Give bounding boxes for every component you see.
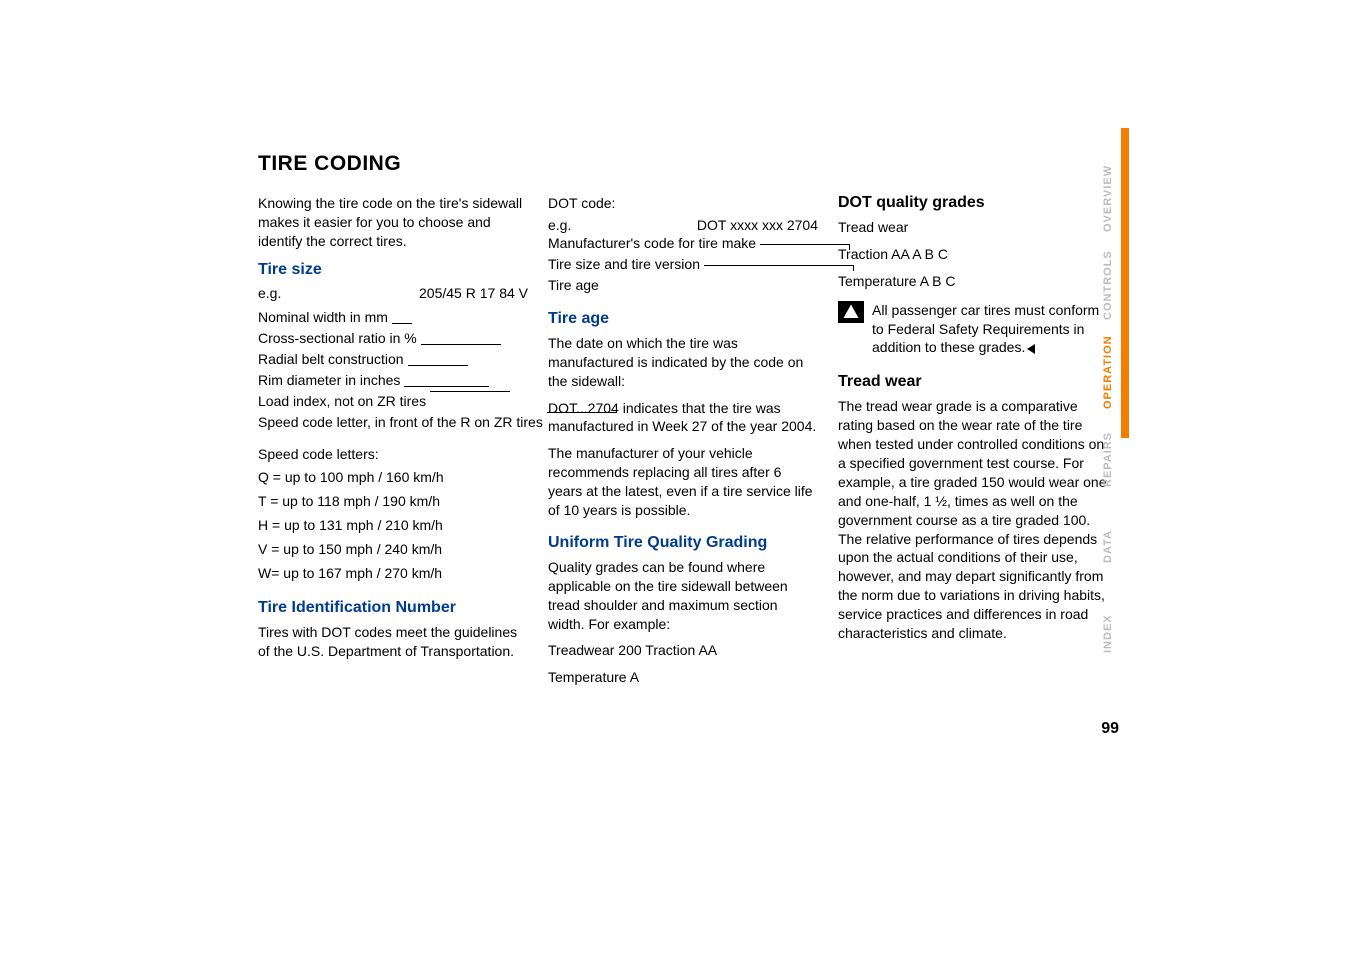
connector-line: [408, 365, 468, 366]
speed-item: W= up to 167 mph / 270 km/h: [258, 562, 528, 586]
diagram-line: Tire age: [548, 275, 818, 296]
diagram-line: Rim diameter in inches: [258, 370, 528, 391]
grade-line: Tread wear: [838, 218, 1108, 237]
connector-line: [547, 412, 617, 413]
connector-line: [421, 344, 501, 345]
tire-code: 205/45 R 17 84 V: [419, 285, 528, 301]
diagram-line: Tire size and tire version: [548, 254, 818, 275]
tin-text: Tires with DOT codes meet the guidelines…: [258, 623, 528, 661]
diagram-line: Cross-sectional ratio in %: [258, 328, 528, 349]
page-title: TIRE CODING: [258, 152, 1108, 176]
speed-head: Speed code letters:: [258, 443, 528, 467]
end-marker-icon: [1027, 344, 1035, 354]
speed-code-list: Speed code letters: Q = up to 100 mph / …: [258, 443, 528, 586]
dot-head: DOT code:: [548, 194, 818, 213]
page-number: 99: [1101, 720, 1119, 738]
heading-tire-age: Tire age: [548, 310, 818, 328]
diagram-label: Speed code letter, in front of the R on …: [258, 414, 543, 430]
side-tabs: OVERVIEW CONTROLS OPERATION REPAIRS DATA…: [1097, 155, 1119, 677]
grade-line: Traction AA A B C: [838, 245, 1108, 264]
tab-overview[interactable]: OVERVIEW: [1097, 155, 1119, 242]
heading-tin: Tire Identification Number: [258, 599, 528, 617]
tire-size-diagram: e.g. 205/45 R 17 84 V Nominal width in m…: [258, 285, 528, 433]
heading-utqg: Uniform Tire Quality Grading: [548, 534, 818, 552]
diagram-label: Load index, not on ZR tires: [258, 393, 426, 409]
tab-data[interactable]: DATA: [1097, 503, 1119, 590]
diagram-label: Radial belt construction: [258, 351, 404, 367]
age-text-3: The manufacturer of your vehicle recomme…: [548, 444, 818, 520]
diagram-line: Speed code letter, in front of the R on …: [258, 412, 528, 433]
diagram-line: Manufacturer's code for tire make: [548, 233, 818, 254]
connector-line: [392, 323, 412, 324]
diagram-line: Load index, not on ZR tires: [258, 391, 528, 412]
heading-tire-size: Tire size: [258, 261, 528, 279]
warning-text: All passenger car tires must conform to …: [872, 301, 1108, 358]
connector-line: [760, 244, 850, 250]
speed-item: H = up to 131 mph / 210 km/h: [258, 514, 528, 538]
dot-diagram: e.g. DOT xxxx xxx 2704 Manufacturer's co…: [548, 217, 818, 296]
page-content: TIRE CODING Knowing the tire code on the…: [258, 152, 1108, 695]
diagram-label: Tire size and tire version: [548, 256, 700, 272]
diagram-line: Nominal width in mm: [258, 307, 528, 328]
warning-text-content: All passenger car tires must conform to …: [872, 302, 1099, 356]
tab-index[interactable]: INDEX: [1097, 590, 1119, 677]
utqg-text-2: Treadwear 200 Traction AA: [548, 641, 818, 660]
column-2: DOT code: e.g. DOT xxxx xxx 2704 Manufac…: [548, 194, 818, 695]
heading-dot-grades: DOT quality grades: [838, 194, 1108, 212]
diagram-label: Tire age: [548, 277, 599, 293]
age-text-2: DOT...2704 indicates that the tire was m…: [548, 399, 818, 437]
tab-operation[interactable]: OPERATION: [1097, 329, 1119, 416]
diagram-label: Rim diameter in inches: [258, 372, 400, 388]
grade-line: Temperature A B C: [838, 272, 1108, 291]
eg-label: e.g.: [548, 217, 571, 233]
connector-line: [404, 386, 489, 387]
utqg-text-1: Quality grades can be found where applic…: [548, 558, 818, 634]
age-text-1: The date on which the tire was manufactu…: [548, 334, 818, 391]
speed-item: T = up to 118 mph / 190 km/h: [258, 490, 528, 514]
tab-repairs[interactable]: REPAIRS: [1097, 416, 1119, 503]
accent-bar: [1121, 128, 1129, 438]
connector-line: [704, 265, 854, 271]
intro-text: Knowing the tire code on the tire's side…: [258, 194, 528, 251]
speed-item: V = up to 150 mph / 240 km/h: [258, 538, 528, 562]
diagram-label: Manufacturer's code for tire make: [548, 235, 756, 251]
dot-code: DOT xxxx xxx 2704: [697, 217, 818, 233]
diagram-label: Cross-sectional ratio in %: [258, 330, 417, 346]
warning-icon: [838, 301, 864, 323]
tread-text: The tread wear grade is a comparative ra…: [838, 397, 1108, 643]
eg-label: e.g.: [258, 285, 281, 301]
column-3: DOT quality grades Tread wear Traction A…: [838, 194, 1108, 695]
tab-controls[interactable]: CONTROLS: [1097, 242, 1119, 329]
heading-tread-wear: Tread wear: [838, 373, 1108, 391]
diagram-label: Nominal width in mm: [258, 309, 388, 325]
connector-line: [430, 391, 510, 392]
utqg-text-3: Temperature A: [548, 668, 818, 687]
diagram-line: Radial belt construction: [258, 349, 528, 370]
column-1: Knowing the tire code on the tire's side…: [258, 194, 528, 695]
warning-box: All passenger car tires must conform to …: [838, 301, 1108, 358]
speed-item: Q = up to 100 mph / 160 km/h: [258, 466, 528, 490]
